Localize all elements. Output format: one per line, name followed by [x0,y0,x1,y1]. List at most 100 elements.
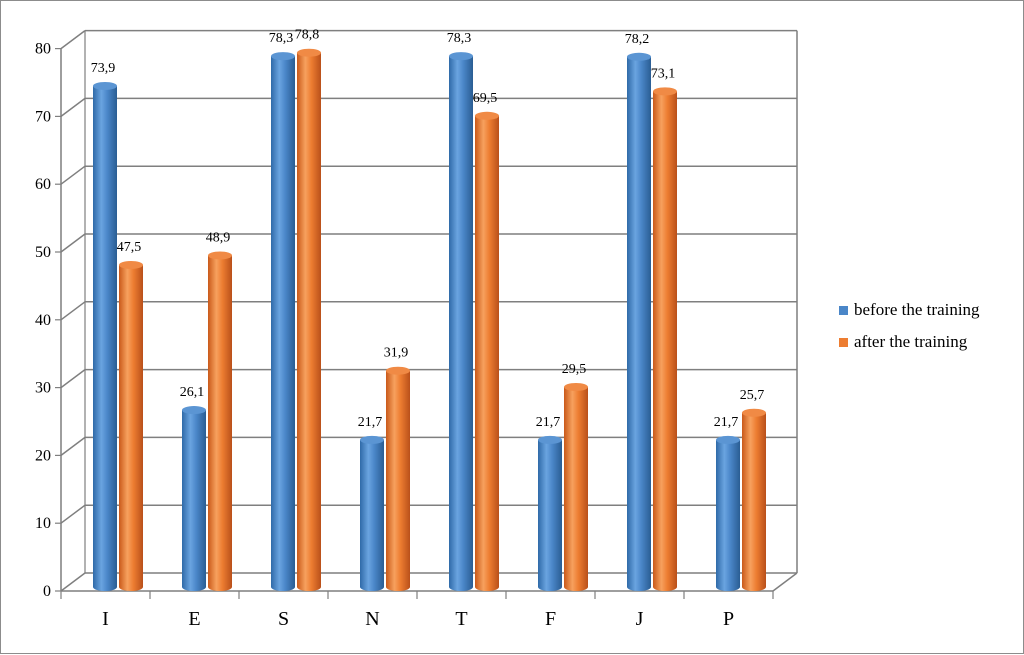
bar-top [653,87,677,96]
bar-top [627,52,651,61]
x-category-label: N [365,608,379,630]
gridline-side [60,436,86,456]
data-label: 47,5 [117,240,142,255]
bar-top [208,251,232,260]
x-category-label: S [278,608,289,630]
bar-body [475,115,499,591]
y-tick-label: 0 [43,583,51,600]
bar-top [271,52,295,61]
data-label: 21,7 [536,415,561,430]
bar-body [742,412,766,591]
data-label: 78,2 [625,32,650,47]
data-label: 69,5 [473,91,498,106]
y-tick-label: 20 [35,447,51,464]
legend-item-before: before the training [839,299,980,321]
bar-body [716,439,740,591]
y-tick-label: 70 [35,108,51,125]
data-label: 48,9 [206,230,231,245]
bar-top [297,48,321,57]
data-label: 25,7 [740,388,765,403]
gridline-side [60,301,86,321]
data-label: 73,1 [651,66,676,81]
bar-body [297,52,321,591]
bar-body [386,370,410,591]
y-tick-label: 40 [35,312,51,329]
gridline-side [60,97,86,118]
gridline-side [60,369,86,389]
x-category-label: P [723,608,734,630]
bar-top [716,435,740,444]
bar-top [538,435,562,444]
bar-before-P [716,435,740,591]
x-category-label: I [102,608,109,630]
bar-body [564,386,588,591]
bar-before-T [449,52,473,592]
bar-top [386,366,410,375]
bar-body [271,56,295,592]
bar-body [93,85,117,591]
data-label: 78,3 [269,31,294,46]
y-tick-label: 10 [35,515,51,532]
legend: before the training after the training [839,299,980,363]
y-tick-label: 60 [35,176,51,193]
data-label: 73,9 [91,61,116,76]
x-category-label: F [545,608,556,630]
bar-top [742,408,766,417]
bar-after-J [653,87,677,591]
bar-before-J [627,52,651,591]
data-label: 26,1 [180,385,205,400]
bar-after-N [386,366,410,591]
bar-body [538,439,562,591]
bar-before-F [538,435,562,591]
data-label: 78,3 [447,31,472,46]
y-tick-label: 30 [35,380,51,397]
floor-right-edge [772,572,798,592]
legend-label-before: before the training [854,300,980,319]
gridline-side [60,233,86,253]
bar-after-S [297,48,321,591]
legend-item-after: after the training [839,331,980,353]
bar-after-P [742,408,766,591]
gridline-side [60,572,86,592]
bar-top [360,435,384,444]
bar-top [93,81,117,90]
x-category-label: J [636,608,644,630]
bar-top [182,406,206,415]
bar-body [208,255,232,591]
bar-before-N [360,435,384,591]
data-label: 31,9 [384,346,409,361]
gridline-side [60,504,86,524]
y-tick-label: 80 [35,41,51,58]
x-category-label: E [188,608,200,630]
bar-after-F [564,382,588,591]
legend-swatch-before [839,305,848,315]
gridline-side [60,30,86,50]
x-category-label: T [455,608,467,630]
bar-top [449,52,473,61]
bar-body [449,56,473,592]
y-tick-label: 50 [35,244,51,261]
bar-top [119,260,143,269]
bar-before-I [93,81,117,591]
bar-top [475,111,499,120]
bar-body [627,56,651,591]
bar-before-S [271,52,295,592]
bar-before-E [182,406,206,591]
bar-after-E [208,251,232,591]
data-label: 21,7 [714,415,739,430]
bar-body [119,264,143,591]
legend-swatch-after [839,337,848,347]
bar-body [360,439,384,591]
bar-after-I [119,260,143,591]
data-label: 29,5 [562,362,587,377]
legend-label-after: after the training [854,332,968,351]
bar-body [653,91,677,591]
data-label: 78,8 [295,28,320,43]
gridline-side [60,165,86,185]
bar-after-T [475,111,499,591]
data-label: 21,7 [358,415,383,430]
bar-body [182,410,206,591]
bar-top [564,382,588,391]
